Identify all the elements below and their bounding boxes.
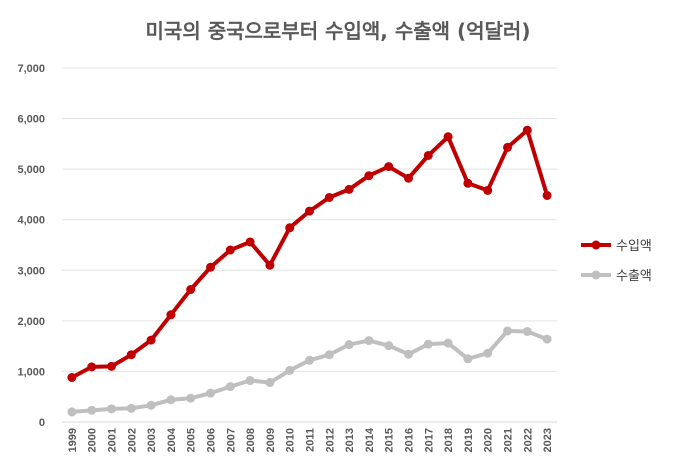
data-point (344, 340, 354, 350)
data-point (483, 185, 493, 195)
y-tick-label: 6,000 (17, 114, 45, 126)
data-point (285, 365, 295, 375)
y-tick-label: 3,000 (17, 265, 45, 277)
data-point (265, 378, 275, 388)
data-point (206, 262, 215, 272)
data-point (186, 393, 196, 403)
legend-label: 수출액 (616, 269, 652, 284)
data-point (87, 362, 97, 372)
y-tick-label: 2,000 (17, 316, 45, 328)
x-tick-label: 2003 (146, 428, 158, 452)
x-tick-label: 2002 (126, 428, 138, 452)
data-point (463, 178, 473, 188)
data-point (87, 405, 97, 415)
x-tick-label: 2004 (166, 427, 178, 452)
x-tick-label: 2000 (87, 428, 99, 452)
x-tick-label: 2022 (522, 428, 534, 452)
data-point (225, 382, 235, 392)
x-tick-label: 2011 (305, 428, 317, 452)
x-tick-label: 2021 (503, 428, 515, 452)
gridlines (62, 67, 557, 423)
y-tick-label: 0 (39, 417, 45, 429)
x-tick-label: 2019 (463, 428, 475, 452)
data-point (443, 338, 453, 348)
data-point (463, 354, 473, 364)
x-tick-label: 2017 (423, 428, 435, 452)
legend-swatch-marker (591, 240, 601, 250)
data-point (107, 361, 116, 371)
data-point (404, 173, 413, 183)
x-tick-label: 2018 (443, 428, 455, 452)
y-tick-label: 4,000 (17, 215, 45, 227)
data-point (324, 192, 334, 202)
x-tick-label: 2015 (384, 428, 396, 452)
x-tick-label: 1999 (67, 428, 79, 452)
data-point (166, 395, 176, 405)
data-point (483, 348, 493, 358)
data-point (384, 162, 394, 172)
data-point (285, 223, 295, 233)
chart-title: 미국의 중국으로부터 수입액, 수출액 (억달러) (146, 19, 531, 43)
y-tick-label: 1,000 (17, 366, 45, 378)
series-layer (67, 125, 552, 417)
x-tick-label: 2014 (364, 427, 376, 452)
x-tick-label: 2007 (225, 428, 237, 452)
data-point (503, 142, 512, 152)
data-point (305, 355, 314, 365)
data-point (206, 388, 215, 398)
data-point (503, 326, 512, 336)
data-point (404, 349, 413, 359)
x-tick-label: 2010 (285, 428, 297, 452)
data-point (146, 400, 156, 410)
y-tick-label: 5,000 (17, 164, 45, 176)
data-point (344, 184, 354, 194)
data-point (423, 339, 433, 349)
legend-label: 수입액 (616, 239, 652, 254)
x-tick-label: 2023 (542, 428, 554, 452)
x-tick-label: 2016 (404, 428, 416, 452)
data-point (166, 310, 176, 320)
data-point (146, 335, 156, 345)
data-point (423, 150, 433, 160)
data-point (384, 341, 394, 351)
x-tick-label: 2020 (483, 428, 495, 452)
series-line-1 (69, 128, 550, 380)
data-point (245, 237, 255, 247)
data-point (245, 376, 255, 386)
data-point (225, 245, 235, 255)
x-tick-label: 2008 (245, 428, 257, 452)
data-point (305, 206, 314, 216)
y-axis: 0 1,000 2,000 3,000 4,000 5,000 6,000 7,000 (17, 63, 45, 429)
data-point (364, 171, 374, 181)
x-tick-label: 2006 (206, 428, 218, 452)
data-point (324, 350, 334, 360)
x-tick-label: 2005 (186, 428, 198, 452)
data-point (126, 350, 136, 360)
y-tick-label: 7,000 (17, 63, 45, 75)
data-point (265, 260, 275, 270)
data-point (107, 404, 116, 414)
x-tick-label: 2009 (265, 428, 277, 452)
data-point (364, 336, 374, 346)
data-point (542, 334, 552, 344)
data-point (443, 132, 453, 142)
data-point (522, 125, 532, 135)
data-point (126, 403, 136, 413)
data-point (542, 190, 552, 200)
x-axis: 1999 2000 2001 2002 2003 2004 2005 2006 2007 2008… (67, 427, 554, 452)
data-point (67, 407, 77, 417)
data-point (67, 372, 77, 382)
data-point (522, 326, 532, 336)
x-tick-label: 2013 (344, 428, 356, 452)
x-tick-label: 2012 (324, 428, 336, 452)
data-point (186, 285, 196, 295)
x-tick-label: 2001 (107, 428, 119, 452)
legend-swatch-marker (591, 270, 601, 280)
